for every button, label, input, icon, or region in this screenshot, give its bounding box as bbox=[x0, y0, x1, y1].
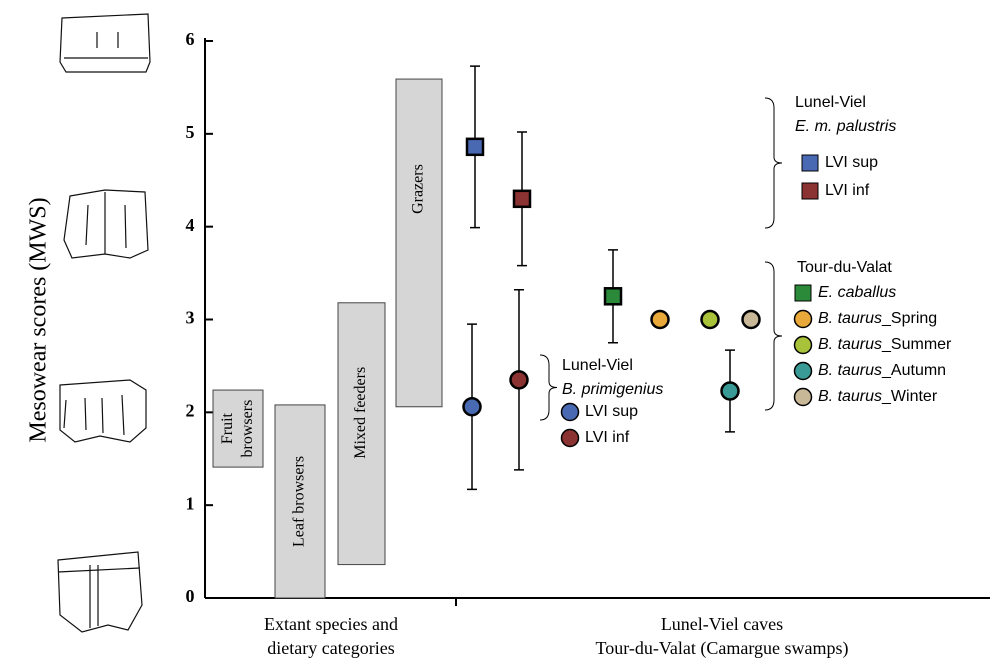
y-tick-label: 4 bbox=[186, 215, 195, 235]
legend-label: LVI sup bbox=[825, 154, 878, 171]
point bbox=[509, 370, 529, 390]
group-title: Lunel-Viel bbox=[795, 94, 866, 111]
legend-marker bbox=[801, 182, 819, 200]
legend-marker bbox=[560, 428, 580, 448]
group-subtitle: E. m. palustris bbox=[795, 118, 896, 135]
diet-range bbox=[395, 78, 443, 408]
brace bbox=[764, 97, 783, 229]
y-tick-label: 5 bbox=[186, 122, 195, 142]
point bbox=[650, 309, 670, 330]
y-tick-label: 3 bbox=[186, 308, 195, 328]
y-tick-label: 1 bbox=[186, 493, 195, 513]
legend-label: B. taurus_Winter bbox=[818, 388, 938, 405]
point bbox=[465, 137, 485, 157]
diet-range-label: Mixed feeders bbox=[352, 367, 369, 459]
group-title: Lunel-Viel bbox=[562, 357, 633, 374]
group-subtitle: B. primigenius bbox=[562, 381, 663, 398]
legend-label: B. taurus_Spring bbox=[818, 310, 937, 327]
point bbox=[462, 397, 482, 417]
legend-label: LVI inf bbox=[825, 182, 870, 199]
point bbox=[512, 189, 532, 209]
legend-label: LVI sup bbox=[585, 403, 638, 420]
tooth-sketch bbox=[63, 189, 149, 259]
diet-range bbox=[337, 302, 386, 566]
tooth-sketches bbox=[57, 13, 151, 633]
legend-label: B. taurus_Summer bbox=[818, 336, 952, 353]
tooth-sketch bbox=[57, 551, 143, 633]
tooth-sketch bbox=[59, 379, 147, 443]
group-title: Tour-du-Valat bbox=[797, 259, 892, 276]
legend-marker bbox=[801, 154, 819, 172]
legend-marker bbox=[793, 361, 813, 381]
tooth-sketch bbox=[59, 13, 151, 73]
brace bbox=[764, 261, 783, 411]
legend-marker bbox=[793, 335, 813, 355]
point bbox=[603, 287, 623, 306]
point bbox=[741, 309, 761, 330]
legend-label: E. caballus bbox=[818, 284, 896, 301]
legend-label: LVI inf bbox=[585, 429, 630, 446]
y-tick-label: 2 bbox=[186, 400, 195, 420]
x-group-label: Lunel-Viel caves Tour-du-Valat (Camargue … bbox=[596, 614, 849, 659]
y-tick-label: 0 bbox=[186, 586, 195, 606]
legend-marker bbox=[794, 284, 812, 302]
y-axis-label: Mesowear scores (MWS) bbox=[26, 197, 52, 442]
legend-marker bbox=[793, 309, 813, 329]
diet-range-label: Fruit browsers bbox=[219, 400, 256, 458]
legend-marker bbox=[560, 402, 580, 422]
diet-range-label: Leaf browsers bbox=[291, 456, 308, 547]
diet-range bbox=[274, 404, 326, 599]
y-tick-label: 6 bbox=[186, 29, 195, 49]
x-group-label: Extant species and dietary categories bbox=[264, 614, 398, 658]
diet-range-label: Grazers bbox=[410, 164, 427, 214]
brace bbox=[539, 354, 558, 421]
legend-label: B. taurus_Autumn bbox=[818, 362, 946, 379]
legend-marker bbox=[793, 387, 813, 407]
point bbox=[700, 309, 720, 330]
point bbox=[720, 381, 740, 401]
diet-range bbox=[212, 389, 264, 468]
